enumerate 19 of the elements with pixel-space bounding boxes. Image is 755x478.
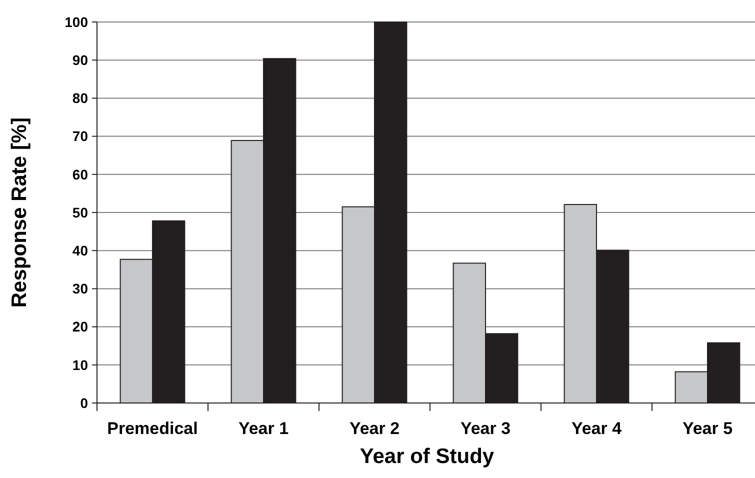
- y-tick-label: 100: [64, 14, 88, 30]
- x-tick-label: Year 2: [349, 419, 400, 438]
- x-tick-label: Year 5: [682, 419, 733, 438]
- y-tick-label: 50: [72, 204, 88, 220]
- y-tick-label: 70: [72, 128, 88, 144]
- y-tick-label: 80: [72, 90, 88, 106]
- y-tick-label: 20: [72, 318, 88, 335]
- y-tick-label: 10: [72, 356, 88, 373]
- x-tick-label: Premedical: [107, 419, 198, 438]
- y-axis-title: Response Rate [%]: [8, 117, 31, 308]
- x-tick-label: Year 3: [460, 419, 511, 438]
- y-tick-label: 60: [72, 166, 88, 182]
- x-tick-label: Year 1: [238, 419, 289, 438]
- x-tick-label: Year 4: [571, 419, 622, 438]
- y-tick-label: 40: [72, 242, 88, 258]
- x-axis-title: Year of Study: [360, 445, 494, 468]
- y-tick-label: 90: [72, 52, 88, 68]
- y-tick-label: 0: [80, 394, 88, 411]
- y-tick-label: 30: [72, 280, 88, 297]
